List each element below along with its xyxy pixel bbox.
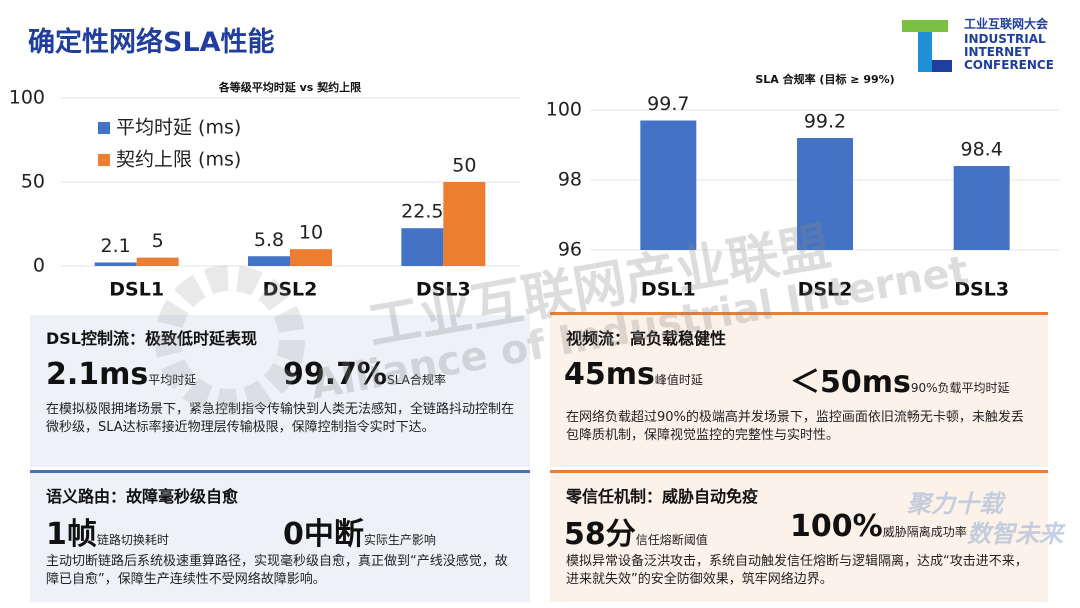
- data-label: 5: [152, 230, 164, 252]
- bar: [640, 120, 697, 250]
- card: DSL控制流：极致低时延表现 2.1ms平均时延 99.7%SLA合规率 在模拟…: [30, 315, 530, 467]
- charts: 各等级平均时延 vs 契约上限 0 50 100 DSL1 2.1 5 DSL2 5.8 10 DS…: [9, 72, 1060, 301]
- legend-label: 平均时延 (ms): [116, 117, 241, 139]
- bar: [443, 182, 486, 266]
- y-tick-label: 50: [21, 171, 45, 193]
- metric-label: 90%负载平均时延: [910, 381, 1010, 395]
- data-label: 2.1: [101, 235, 131, 257]
- bar: [953, 166, 1010, 250]
- bar: [290, 249, 332, 266]
- y-tick-label: 100: [9, 87, 45, 109]
- y-tick-label: 98: [558, 169, 582, 191]
- metric-label: 实际生产影响: [363, 533, 436, 547]
- x-tick-label: DSL1: [109, 279, 164, 301]
- card-title: DSL控制流：极致低时延表现: [46, 329, 258, 348]
- slide-title: 确定性网络SLA性能: [28, 27, 275, 58]
- metric-label: SLA合规率: [387, 373, 446, 387]
- x-tick-label: DSL2: [263, 279, 318, 301]
- y-tick-label: 100: [546, 99, 582, 121]
- metric-label: 峰值时延: [654, 373, 703, 387]
- data-label: 99.7: [647, 93, 689, 115]
- legend-swatch: [98, 122, 110, 134]
- logo-text: INDUSTRIAL: [964, 32, 1046, 46]
- bar: [401, 228, 444, 266]
- metric-label: 平均时延: [148, 373, 197, 387]
- logo-text: INTERNET: [964, 45, 1031, 59]
- legend-label: 契约上限 (ms): [116, 149, 241, 171]
- metric-value: ＜50ms: [790, 365, 911, 400]
- metric-value: 58分: [564, 517, 636, 552]
- metric-value: 0中断: [283, 517, 364, 552]
- y-tick-label: 0: [33, 255, 45, 277]
- legend-swatch: [98, 154, 110, 166]
- card-title: 零信任机制：威胁自动免疫: [566, 487, 759, 506]
- metric-label: 信任熔断阈值: [635, 533, 708, 547]
- card-text: 模拟异常设备泛洪攻击，系统自动触发信任熔断与逻辑隔离，达成“攻击进不来，进来就失…: [566, 554, 1028, 587]
- metric-value: 45ms: [564, 357, 655, 392]
- data-label: 22.5: [401, 201, 443, 223]
- data-label: 5.8: [254, 229, 284, 251]
- metric-label: 链路切换耗时: [96, 533, 169, 547]
- y-tick-label: 96: [558, 239, 582, 261]
- x-tick-label: DSL2: [798, 279, 853, 301]
- data-label: 50: [452, 155, 476, 177]
- chart-title: 各等级平均时延 vs 契约上限: [218, 80, 361, 94]
- metric-value: 2.1ms: [46, 357, 149, 392]
- data-label: 98.4: [961, 139, 1003, 161]
- card: 零信任机制：威胁自动免疫 58分信任熔断阈值 100%威胁隔离成功率 模拟异常设…: [550, 470, 1048, 602]
- metric-value: 1帧: [46, 517, 97, 552]
- card-text: 在网络负载超过90%的极端高并发场景下，监控画面依旧流畅无卡顿，未触发丢包降质机…: [566, 410, 1024, 443]
- card: 语义路由：故障毫秒级自愈 1帧链路切换耗时 0中断实际生产影响 主动切断链路后系…: [30, 470, 530, 602]
- card-text: 主动切断链路后系统极速重算路径，实现毫秒级自愈，真正做到“产线没感觉，故障已自愈…: [46, 554, 508, 587]
- metric-value: 99.7%: [283, 357, 388, 392]
- metric-value: 100%: [790, 509, 883, 544]
- bar: [94, 262, 137, 266]
- metric-label: 威胁隔离成功率: [882, 525, 967, 539]
- bar: [797, 138, 853, 250]
- card: 视频流：高负载稳健性 45ms峰值时延 ＜50ms90%负载平均时延 在网络负载…: [550, 312, 1048, 467]
- bar: [136, 257, 179, 266]
- bar: [248, 256, 290, 266]
- logo-text: 工业互联网大会: [964, 17, 1049, 31]
- x-tick-label: DSL1: [641, 279, 696, 301]
- card-title: 语义路由：故障毫秒级自愈: [46, 487, 239, 506]
- card-text: 在模拟极限拥堵场景下，紧急控制指令传输快到人类无法感知，全链路抖动控制在微秒级，…: [46, 402, 515, 435]
- data-label: 99.2: [804, 111, 846, 133]
- data-label: 10: [299, 222, 323, 244]
- chart-title: SLA 合规率 (目标 ≥ 99%): [755, 72, 894, 86]
- card-title: 视频流：高负载稳健性: [566, 329, 727, 348]
- x-tick-label: DSL3: [416, 279, 471, 301]
- x-tick-label: DSL3: [954, 279, 1009, 301]
- logo: 工业互联网大会 INDUSTRIAL INTERNET CONFERENCE: [900, 16, 1070, 76]
- logo-mark: [902, 20, 952, 72]
- logo-text: CONFERENCE: [964, 58, 1054, 72]
